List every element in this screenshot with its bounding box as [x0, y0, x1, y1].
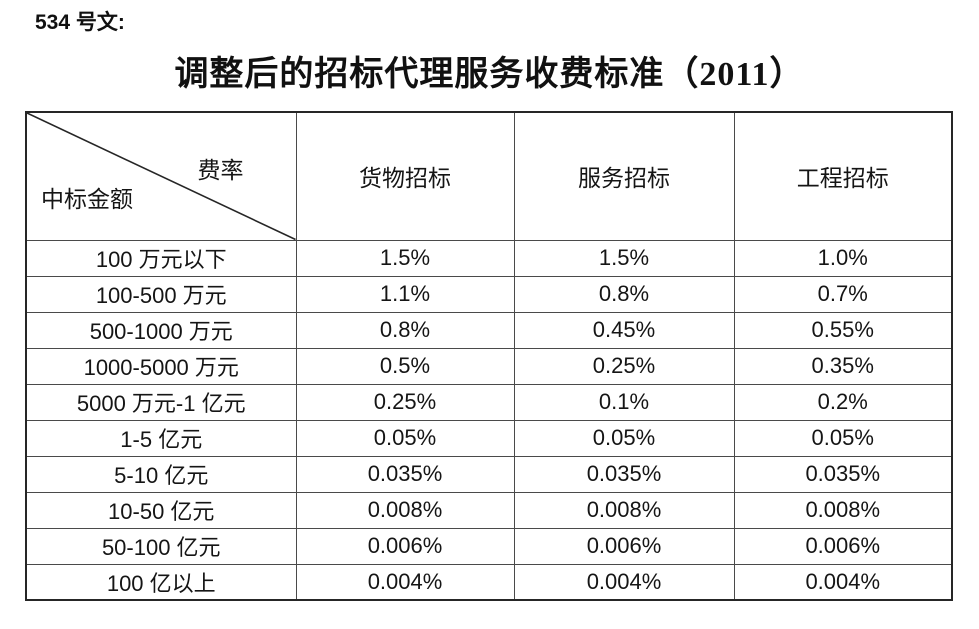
rate-cell: 1.5%	[513, 239, 735, 277]
rate-cell: 0.05%	[513, 419, 735, 457]
rate-cell: 0.008%	[513, 491, 735, 529]
rate-cell: 0.35%	[733, 347, 953, 385]
amount-cell: 100 万元以下	[25, 239, 297, 277]
rate-cell: 0.05%	[733, 419, 953, 457]
table-row: 1000-5000 万元 0.5% 0.25% 0.35%	[25, 347, 953, 385]
rate-cell: 1.1%	[295, 275, 515, 313]
table-row: 5000 万元-1 亿元 0.25% 0.1% 0.2%	[25, 383, 953, 421]
rate-cell: 0.05%	[295, 419, 515, 457]
rate-cell: 0.25%	[295, 383, 515, 421]
table-row: 100-500 万元 1.1% 0.8% 0.7%	[25, 275, 953, 313]
rate-cell: 0.8%	[513, 275, 735, 313]
corner-label-rate: 费率	[197, 158, 244, 183]
rate-cell: 0.2%	[733, 383, 953, 421]
table-row: 100 亿以上 0.004% 0.004% 0.004%	[25, 563, 953, 601]
amount-cell: 100 亿以上	[25, 563, 297, 601]
column-header-engineering: 工程招标	[733, 111, 953, 241]
rate-cell: 0.25%	[513, 347, 735, 385]
amount-cell: 50-100 亿元	[25, 527, 297, 565]
rate-cell: 0.008%	[733, 491, 953, 529]
table-row: 5-10 亿元 0.035% 0.035% 0.035%	[25, 455, 953, 493]
amount-cell: 500-1000 万元	[25, 311, 297, 349]
rate-cell: 0.004%	[733, 563, 953, 601]
rate-cell: 1.5%	[295, 239, 515, 277]
amount-cell: 1-5 亿元	[25, 419, 297, 457]
rate-cell: 0.006%	[513, 527, 735, 565]
corner-header-cell: 费率 中标金额	[25, 111, 297, 241]
table-row: 10-50 亿元 0.008% 0.008% 0.008%	[25, 491, 953, 529]
column-header-services: 服务招标	[513, 111, 735, 241]
table-row: 100 万元以下 1.5% 1.5% 1.0%	[25, 239, 953, 277]
rate-cell: 0.006%	[295, 527, 515, 565]
rate-cell: 0.45%	[513, 311, 735, 349]
table-row: 500-1000 万元 0.8% 0.45% 0.55%	[25, 311, 953, 349]
rate-cell: 0.8%	[295, 311, 515, 349]
page-title: 调整后的招标代理服务收费标准（2011）	[174, 56, 805, 93]
rate-cell: 0.55%	[733, 311, 953, 349]
rate-cell: 0.7%	[733, 275, 953, 313]
column-header-goods: 货物招标	[295, 111, 515, 241]
doc-ref: 534 号文:	[35, 11, 125, 34]
rate-cell: 0.1%	[513, 383, 735, 421]
amount-cell: 5-10 亿元	[25, 455, 297, 493]
rate-cell: 0.035%	[513, 455, 735, 493]
corner-label-amount: 中标金额	[41, 186, 133, 212]
amount-cell: 100-500 万元	[25, 275, 297, 313]
rate-cell: 0.035%	[733, 455, 953, 493]
table-header-row: 费率 中标金额 货物招标 服务招标 工程招标	[25, 111, 953, 241]
rate-cell: 0.008%	[295, 491, 515, 529]
table-row: 50-100 亿元 0.006% 0.006% 0.006%	[25, 527, 953, 565]
rate-cell: 0.004%	[513, 563, 735, 601]
rate-cell: 0.006%	[733, 527, 953, 565]
rate-cell: 1.0%	[733, 239, 953, 277]
rate-cell: 0.5%	[295, 347, 515, 385]
rate-cell: 0.035%	[295, 455, 515, 493]
rate-cell: 0.004%	[295, 563, 515, 601]
table-row: 1-5 亿元 0.05% 0.05% 0.05%	[25, 419, 953, 457]
fee-rate-table: 费率 中标金额 货物招标 服务招标 工程招标 100 万元以下 1.5% 1.5…	[25, 111, 953, 601]
diagonal-divider-line	[27, 113, 296, 240]
amount-cell: 1000-5000 万元	[25, 347, 297, 385]
amount-cell: 10-50 亿元	[25, 491, 297, 529]
amount-cell: 5000 万元-1 亿元	[25, 383, 297, 421]
